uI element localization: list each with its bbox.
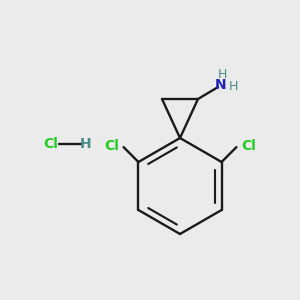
Text: N: N <box>215 79 226 92</box>
Text: H: H <box>228 80 238 94</box>
Text: Cl: Cl <box>241 139 256 153</box>
Text: Cl: Cl <box>104 139 119 153</box>
Text: Cl: Cl <box>44 137 59 151</box>
Text: H: H <box>80 137 91 151</box>
Text: H: H <box>217 68 227 81</box>
